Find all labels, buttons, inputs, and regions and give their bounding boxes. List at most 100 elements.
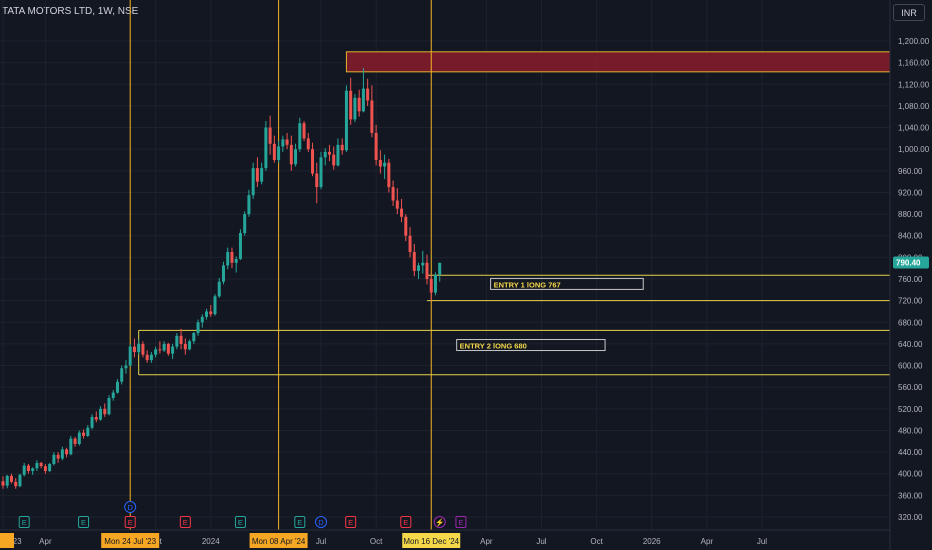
event-badge <box>400 516 412 528</box>
time-tick-label: Jul <box>536 537 546 546</box>
candle-body <box>158 349 162 351</box>
event-badge <box>345 516 357 528</box>
candle-body <box>268 127 272 144</box>
event-badge-glyph: E <box>128 518 133 527</box>
candle-body <box>86 427 90 436</box>
candle-body <box>421 262 425 266</box>
price-tick-label: 360.00 <box>898 491 923 500</box>
candle-body <box>183 343 187 350</box>
candle-body <box>340 144 344 151</box>
candle-body <box>264 127 268 169</box>
price-tick-label: 1,080.00 <box>898 102 930 111</box>
candle-body <box>378 160 382 167</box>
price-tick-label: 400.00 <box>898 470 923 479</box>
resistance-zone <box>345 51 891 73</box>
chart-title: TATA MOTORS LTD, 1W, NSE <box>2 6 139 17</box>
annotation-box <box>456 339 606 352</box>
event-badge-glyph: E <box>22 518 27 527</box>
current-price-badge <box>893 256 929 269</box>
candle-body <box>361 88 365 112</box>
candle-body <box>277 146 281 160</box>
event-badge <box>315 516 327 528</box>
horizontal-levels <box>138 274 890 376</box>
candle-body <box>52 454 56 464</box>
event-badge-glyph: E <box>183 518 188 527</box>
time-tick-label: Jul <box>316 537 326 546</box>
candle-body <box>323 151 327 158</box>
candle-body <box>120 368 124 382</box>
candle-body <box>221 265 225 282</box>
candle-body <box>188 341 192 350</box>
candle-body <box>336 144 340 166</box>
annotation-label: ENTRY 2 lONG 680 <box>460 342 527 351</box>
candle-body <box>73 438 77 444</box>
candle-body <box>26 465 30 472</box>
candle-body <box>154 349 158 355</box>
event-badge <box>124 501 137 513</box>
candle-body <box>425 262 429 279</box>
candle-body <box>35 462 39 469</box>
price-tick-label: 600.00 <box>898 362 923 371</box>
event-badge-glyph: E <box>297 518 302 527</box>
candle-body <box>90 416 94 428</box>
event-badge-glyph: E <box>238 518 243 527</box>
time-tick-label: Jul <box>757 537 767 546</box>
candle-body <box>433 274 437 293</box>
candle-body <box>234 258 238 263</box>
candle-body <box>260 168 264 182</box>
zone-rect <box>345 51 891 73</box>
event-badge <box>455 516 467 528</box>
event-badge-glyph: E <box>458 518 463 527</box>
candle-body <box>128 346 132 366</box>
candle-body <box>77 432 81 444</box>
highlighted-date-label: Mon 24 Jul '23 <box>104 537 156 546</box>
price-tick-label: 480.00 <box>898 426 923 435</box>
price-axis[interactable]: 1,200.00 1,160.00 1,120.00 1,080.00 1,040.00… <box>889 0 930 550</box>
candle-body <box>429 279 433 293</box>
event-badge-glyph: D <box>318 518 324 527</box>
candle-body <box>400 208 404 217</box>
candle-body <box>298 123 302 150</box>
event-badge-glyph: E <box>81 518 86 527</box>
candle-body <box>192 333 196 342</box>
candle-body <box>404 216 408 236</box>
candle-body <box>69 438 73 455</box>
candle-body <box>31 468 35 472</box>
candle-body <box>145 354 149 361</box>
candle-body <box>115 381 119 393</box>
candle-body <box>149 354 153 361</box>
currency-button[interactable]: INR <box>893 4 925 21</box>
candle-body <box>311 149 315 174</box>
candle-body <box>226 251 230 266</box>
candles <box>1 68 442 489</box>
candle-body <box>255 168 259 182</box>
price-tick-label: 440.00 <box>898 448 923 457</box>
price-tick-label: 560.00 <box>898 383 923 392</box>
candle-body <box>48 463 52 472</box>
candle-body <box>302 123 306 139</box>
candle-body <box>205 311 209 317</box>
candle-body <box>107 398 111 415</box>
candle-body <box>5 475 9 486</box>
candle-body <box>94 416 98 420</box>
price-tick-label: 640.00 <box>898 340 923 349</box>
candle-body <box>327 151 331 155</box>
price-tick-label: 920.00 <box>898 188 923 197</box>
candle-body <box>353 97 357 120</box>
price-tick-label: 760.00 <box>898 275 923 284</box>
event-badge <box>124 516 136 528</box>
candle-body <box>417 265 421 271</box>
candle-body <box>306 138 310 150</box>
candle-body <box>294 149 298 165</box>
price-tick-label: 1,160.00 <box>898 59 930 68</box>
candle-body <box>99 408 103 420</box>
candle-body <box>137 343 141 353</box>
price-tick-label: 320.00 <box>898 513 923 522</box>
time-axis[interactable]: 22 '23AprOct2024JulOctAprJulOct2026AprJu… <box>0 529 890 548</box>
candle-body <box>344 90 348 151</box>
candle-body <box>162 343 166 351</box>
candle-body <box>238 233 242 259</box>
event-badge <box>179 516 191 528</box>
event-badge <box>234 516 246 528</box>
